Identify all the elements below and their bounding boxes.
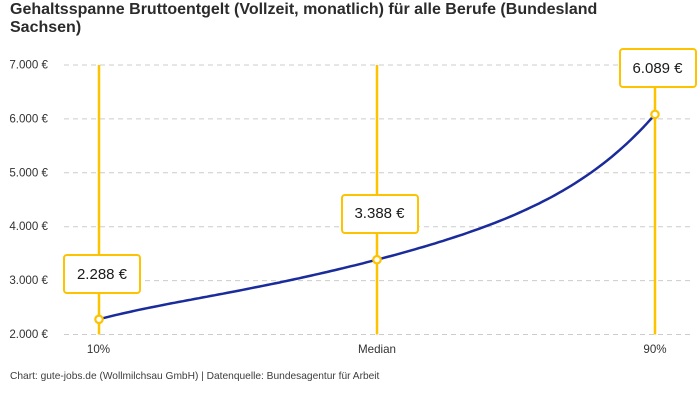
svg-text:5.000 €: 5.000 € bbox=[9, 166, 48, 179]
svg-text:4.000 €: 4.000 € bbox=[9, 220, 48, 233]
svg-text:Median: Median bbox=[358, 343, 396, 356]
svg-text:7.000 €: 7.000 € bbox=[9, 59, 48, 72]
svg-text:2.000 €: 2.000 € bbox=[9, 328, 48, 341]
svg-text:3.000 €: 3.000 € bbox=[9, 274, 48, 287]
svg-text:90%: 90% bbox=[643, 343, 666, 356]
svg-text:10%: 10% bbox=[87, 343, 110, 356]
svg-text:6.000 €: 6.000 € bbox=[9, 112, 48, 125]
